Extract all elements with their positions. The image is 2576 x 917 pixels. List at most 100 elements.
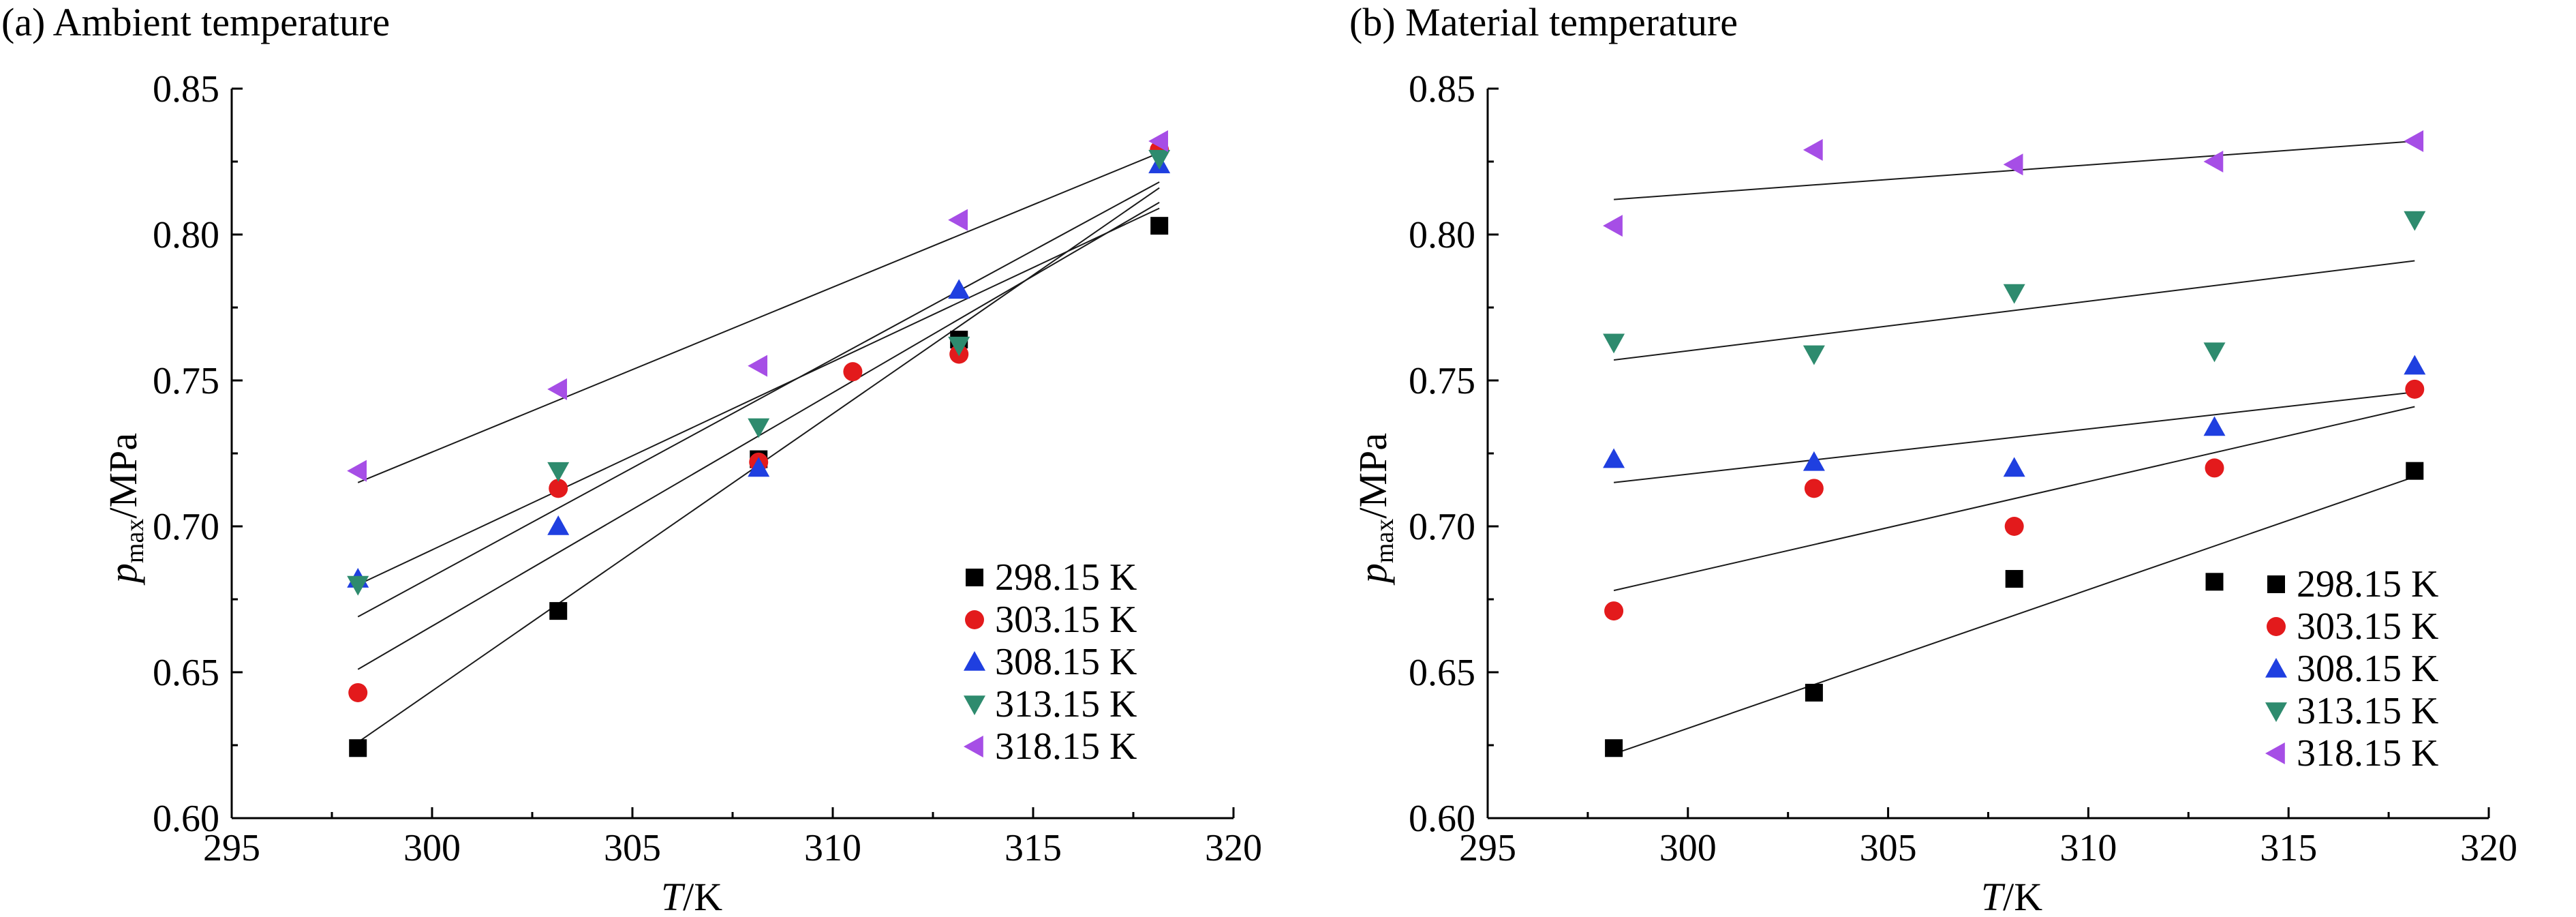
panel-b-data-point-2 xyxy=(2004,517,2024,536)
panel-b-x-axis-unit: /K xyxy=(2003,875,2042,917)
panel-b-x-axis-var: T xyxy=(1981,875,2006,917)
panel-b-data-point-1 xyxy=(2005,570,2023,588)
panel-a-legend-marker-3 xyxy=(964,651,985,671)
panel-b-legend-marker-4 xyxy=(2265,702,2287,722)
panel-b-y-ticks: 0.60 0.65 0.70 0.75 0.80 0.85 xyxy=(1409,68,1475,840)
panel-b-y-tick-label: 0.70 xyxy=(1409,506,1475,548)
panel-a-x-ticks: 295 300 305 310 315 320 xyxy=(203,827,1262,869)
panel-a-x-tick-label: 305 xyxy=(604,827,661,869)
panel-a-fit-line-3 xyxy=(357,181,1160,618)
panel-b-data-point-5 xyxy=(2404,130,2424,153)
panel-a-fit-line-4 xyxy=(357,207,1160,586)
panel-b-data-point-2 xyxy=(1604,601,1624,621)
panel-a-data-point-4 xyxy=(1148,149,1171,170)
panel-b-data-point-3 xyxy=(2404,355,2426,375)
panel-b-x-tick-label: 295 xyxy=(1459,827,1516,869)
panel-a-y-tick-label: 0.75 xyxy=(153,360,219,402)
panel-b-data-point-1 xyxy=(2406,462,2424,480)
panel-a-x-tick-label: 315 xyxy=(1005,827,1062,869)
panel-a-y-tick-label: 0.85 xyxy=(153,68,219,110)
panel-a-data-point-5 xyxy=(547,378,568,400)
panel-a-y-tick-label: 0.80 xyxy=(153,214,219,256)
panel-b-data-point-1 xyxy=(1605,739,1623,757)
panel-b-y-axis-var: p xyxy=(1351,563,1395,586)
panel-a-y-ticks: 0.60 0.65 0.70 0.75 0.80 0.85 xyxy=(153,68,219,840)
panel-a-data-point-4 xyxy=(547,462,570,482)
panel-b-y-axis-unit: /MPa xyxy=(1351,433,1395,519)
panel-b-data-point-1 xyxy=(1805,683,1823,702)
panel-a-data-point-2 xyxy=(549,479,568,498)
panel-a-data-point-1 xyxy=(349,739,367,757)
panel-b-legend-marker-5 xyxy=(2265,742,2285,764)
panel-a-data-point-5 xyxy=(347,460,367,482)
panel-b-data-point-5 xyxy=(2003,153,2023,176)
panel-b-chart: (b) Material temperature pmax/MPa T/K 29… xyxy=(1349,0,2517,917)
panel-a-data-point-5 xyxy=(1148,130,1169,153)
panel-a-x-axis-var: T xyxy=(661,875,686,917)
panel-a-y-tick-label: 0.65 xyxy=(153,652,219,694)
panel-a-legend-label: 308.15 K xyxy=(995,641,1137,683)
panel-a-y-axis-unit: /MPa xyxy=(101,433,145,519)
panel-b-x-tick-label: 310 xyxy=(2059,827,2117,869)
panel-a-data-point-2 xyxy=(348,682,368,702)
panel-b-data-point-3 xyxy=(1803,451,1825,471)
panel-a-data-point-3 xyxy=(748,457,770,477)
panel-a-legend-label: 313.15 K xyxy=(995,683,1137,725)
panel-b-y-tick-label: 0.80 xyxy=(1409,214,1475,256)
panel-a-legend-marker-2 xyxy=(965,610,984,629)
panel-b-data-point-3 xyxy=(2203,416,2226,436)
panel-b-legend-label: 303.15 K xyxy=(2297,605,2438,648)
panel-a-data-point-3 xyxy=(547,515,570,535)
panel-b-data-point-2 xyxy=(2205,458,2224,478)
panel-a-title: (a) Ambient temperature xyxy=(1,0,390,44)
panel-b-fit-line-1 xyxy=(1613,476,2415,755)
panel-b-legend-marker-3 xyxy=(2265,658,2287,678)
panel-b-x-tick-label: 320 xyxy=(2460,827,2517,869)
panel-a-x-tick-label: 310 xyxy=(804,827,861,869)
panel-b-legend-label: 318.15 K xyxy=(2297,732,2438,775)
panel-b-fit-line-3 xyxy=(1613,391,2415,483)
panel-b-legend-marker-1 xyxy=(2267,575,2285,593)
panel-b-x-axis-label: T/K xyxy=(1981,875,2042,917)
panel-b-data-point-4 xyxy=(2003,284,2025,304)
panel-b-y-tick-label: 0.60 xyxy=(1409,798,1475,840)
panel-b-y-axis-label: pmax/MPa xyxy=(1351,433,1399,586)
panel-b-y-tick-label: 0.85 xyxy=(1409,68,1475,110)
panel-a-x-tick-label: 320 xyxy=(1205,827,1262,869)
panel-b-legend-marker-2 xyxy=(2267,617,2286,636)
panel-a-y-tick-label: 0.60 xyxy=(153,798,219,840)
panel-b-data-point-4 xyxy=(1803,345,1825,365)
panel-a-y-axis-label: pmax/MPa xyxy=(101,433,149,586)
panel-b-x-ticks: 295 300 305 310 315 320 xyxy=(1459,827,2517,869)
panel-a-legend-marker-5 xyxy=(964,736,983,757)
panel-a-y-axis-sub: max xyxy=(121,519,149,563)
panel-b-y-axis-sub: max xyxy=(1370,519,1399,563)
panel-a-legend-marker-1 xyxy=(966,569,983,586)
panel-b-y-tick-label: 0.75 xyxy=(1409,360,1475,402)
panel-a-x-tick-label: 295 xyxy=(203,827,260,869)
panel-a-y-axis-var: p xyxy=(101,563,145,586)
panel-a-data-point-1 xyxy=(549,602,568,620)
panel-b-data-point-1 xyxy=(2205,573,2224,591)
panel-b-data-point-3 xyxy=(2003,457,2025,477)
panel-b-x-tick-label: 300 xyxy=(1659,827,1717,869)
panel-b-legend-label: 308.15 K xyxy=(2297,648,2438,690)
panel-a-fit-line-5 xyxy=(357,152,1160,483)
panel-a-chart: (a) Ambient temperature pmax/MPa T/K 295… xyxy=(1,0,1262,917)
panel-b-data-point-4 xyxy=(2203,342,2226,363)
panel-a-data-point-4 xyxy=(948,336,970,357)
panel-b-data-point-3 xyxy=(1603,448,1625,468)
panel-a-legend-label: 298.15 K xyxy=(995,556,1137,599)
panel-b-legend-label: 298.15 K xyxy=(2297,563,2438,605)
panel-a-y-tick-label: 0.70 xyxy=(153,506,219,548)
panel-a-x-axis-unit: /K xyxy=(683,875,722,917)
panel-b-fit-line-4 xyxy=(1613,260,2415,361)
panel-a-legend-label: 318.15 K xyxy=(995,725,1137,768)
panel-b-legend-label: 313.15 K xyxy=(2297,690,2438,732)
panel-b-data-point-2 xyxy=(2405,379,2425,399)
panel-a-data-point-2 xyxy=(843,362,863,382)
panel-a-data-point-3 xyxy=(948,279,970,299)
panel-b-title: (b) Material temperature xyxy=(1349,0,1738,44)
panel-b-data-point-2 xyxy=(1804,479,1824,498)
